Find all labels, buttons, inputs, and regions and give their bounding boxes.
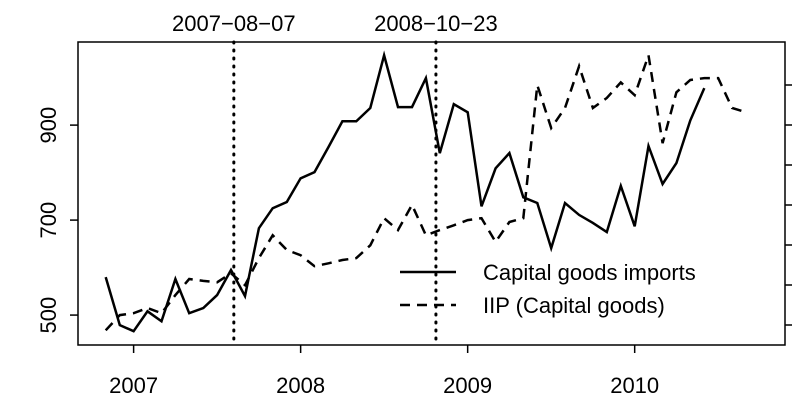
event-label: 2007−08−07 — [172, 11, 296, 36]
plot-box — [77, 41, 786, 346]
right-axis — [785, 84, 792, 326]
x-tick-label: 2008 — [276, 373, 325, 398]
y-tick-label: 500 — [36, 297, 61, 334]
y-tick-label: 700 — [36, 202, 61, 239]
series-line — [104, 50, 706, 333]
legend-label: Capital goods imports — [483, 260, 696, 285]
x-tick-label: 2010 — [610, 373, 659, 398]
y-tick-label: 900 — [36, 107, 61, 144]
series-line — [104, 54, 747, 332]
x-tick-label: 2007 — [109, 373, 158, 398]
x-tick-label: 2009 — [443, 373, 492, 398]
legend-label: IIP (Capital goods) — [483, 293, 665, 318]
event-label: 2008−10−23 — [374, 11, 498, 36]
